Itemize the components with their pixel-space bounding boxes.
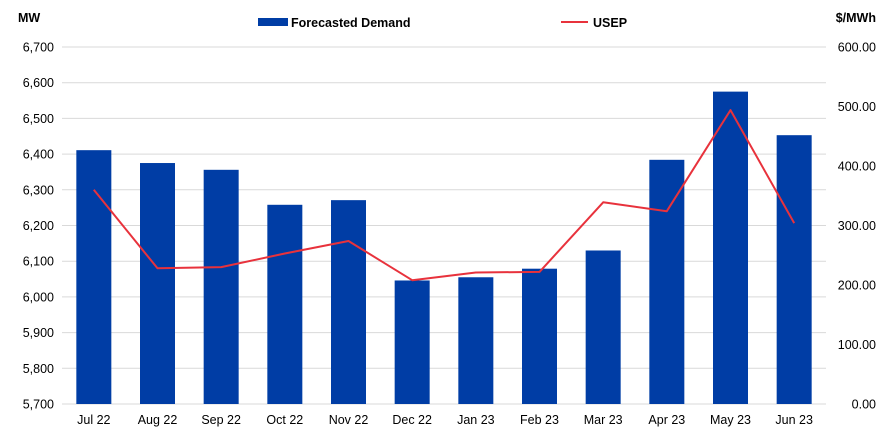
x-tick-label: Feb 23 — [520, 413, 559, 427]
x-tick-label: May 23 — [710, 413, 751, 427]
x-tick-label: Sep 22 — [201, 413, 241, 427]
x-tick-label: Dec 22 — [392, 413, 432, 427]
left-tick-label: 6,400 — [23, 148, 54, 162]
right-axis-title: $/MWh — [836, 11, 876, 25]
gridlines — [62, 46, 826, 405]
left-tick-label: 5,900 — [23, 326, 54, 340]
right-tick-label: 100.00 — [838, 338, 876, 352]
x-tick-label: Oct 22 — [266, 413, 303, 427]
x-tick-label: Apr 23 — [648, 413, 685, 427]
bar-dec-22 — [394, 280, 430, 404]
x-axis-ticks: Jul 22 Aug 22 Sep 22 Oct 22 Nov 22 Dec 22 Jan … — [77, 413, 813, 427]
left-tick-label: 6,000 — [23, 290, 54, 304]
right-tick-label: 600.00 — [838, 41, 876, 55]
legend-bar-swatch — [258, 18, 288, 26]
bar-apr-23 — [649, 159, 685, 404]
bar-may-23 — [713, 91, 748, 404]
x-tick-label: Aug 22 — [138, 413, 178, 427]
bar-jul-22 — [76, 150, 112, 404]
bar-jun-23 — [776, 135, 812, 404]
legend-usep-label: USEP — [593, 16, 627, 30]
right-tick-label: 400.00 — [838, 160, 876, 174]
bar-aug-22 — [140, 163, 175, 404]
left-tick-label: 5,700 — [23, 398, 54, 412]
left-tick-label: 6,200 — [23, 219, 54, 233]
legend-demand-label: Forecasted Demand — [291, 16, 410, 30]
left-tick-label: 6,500 — [23, 112, 54, 126]
bar-mar-23 — [585, 250, 621, 404]
legend: Forecasted Demand USEP — [258, 16, 627, 30]
bar-sep-22 — [203, 169, 239, 404]
right-axis-ticks: 0.00 100.00 200.00 300.00 400.00 500.00 600.00 — [838, 41, 876, 412]
left-tick-label: 6,300 — [23, 183, 54, 197]
x-tick-label: Mar 23 — [584, 413, 623, 427]
left-tick-label: 5,800 — [23, 362, 54, 376]
x-tick-label: Jul 22 — [77, 413, 110, 427]
left-axis-title: MW — [18, 11, 40, 25]
right-tick-label: 0.00 — [852, 398, 876, 412]
usep-line-group — [93, 109, 796, 282]
right-tick-label: 300.00 — [838, 219, 876, 233]
left-tick-label: 6,700 — [23, 41, 54, 55]
left-tick-label: 6,100 — [23, 255, 54, 269]
bar-nov-22 — [331, 200, 366, 404]
bar-jan-23 — [458, 277, 494, 404]
bar-feb-23 — [522, 268, 557, 404]
left-axis-ticks: 5,700 5,800 5,900 6,000 6,100 6,200 6,300 6,400… — [23, 41, 54, 412]
x-tick-label: Nov 22 — [329, 413, 369, 427]
usep-line — [93, 109, 796, 282]
x-tick-label: Jan 23 — [457, 413, 495, 427]
right-tick-label: 200.00 — [838, 279, 876, 293]
right-tick-label: 500.00 — [838, 100, 876, 114]
x-tick-label: Jun 23 — [775, 413, 813, 427]
bar-oct-22 — [267, 204, 303, 404]
demand-bars — [76, 91, 812, 404]
left-tick-label: 6,600 — [23, 76, 54, 90]
